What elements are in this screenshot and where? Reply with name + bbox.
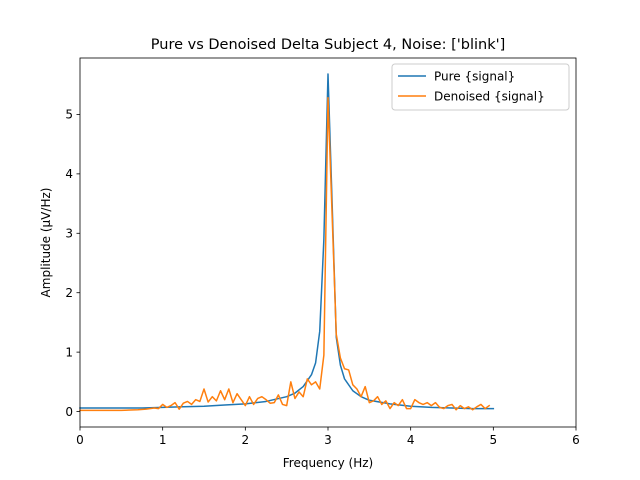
y-axis: 0 1 2 3 4 5 xyxy=(65,108,80,419)
x-tick-label-4: 4 xyxy=(407,433,415,447)
y-tick-label-0: 0 xyxy=(65,405,73,419)
x-axis-label: Frequency (Hz) xyxy=(283,456,374,470)
y-tick-label-4: 4 xyxy=(65,167,73,181)
legend: Pure {signal} Denoised {signal} xyxy=(391,63,570,111)
x-tick-label-2: 2 xyxy=(242,433,250,447)
plot-area xyxy=(79,73,495,412)
x-tick-label-6: 6 xyxy=(572,433,580,447)
legend-label-0: Pure {signal} xyxy=(434,69,515,83)
legend-box xyxy=(391,63,570,111)
x-tick-label-5: 5 xyxy=(490,433,498,447)
y-tick-label-1: 1 xyxy=(65,345,73,359)
x-tick-label-1: 1 xyxy=(159,433,167,447)
series-line-1 xyxy=(79,97,491,412)
chart-title: Pure vs Denoised Delta Subject 4, Noise:… xyxy=(151,37,505,53)
x-tick-label-0: 0 xyxy=(76,433,84,447)
y-tick-label-3: 3 xyxy=(65,227,73,241)
series-line-0 xyxy=(79,73,495,410)
y-tick-label-2: 2 xyxy=(65,286,73,300)
x-tick-label-3: 3 xyxy=(324,433,332,447)
legend-label-1: Denoised {signal} xyxy=(434,89,545,103)
y-axis-label: Amplitude (μV/Hz) xyxy=(39,188,53,298)
x-axis: 0 1 2 3 4 5 6 xyxy=(76,427,580,447)
y-tick-label-5: 5 xyxy=(65,108,73,122)
